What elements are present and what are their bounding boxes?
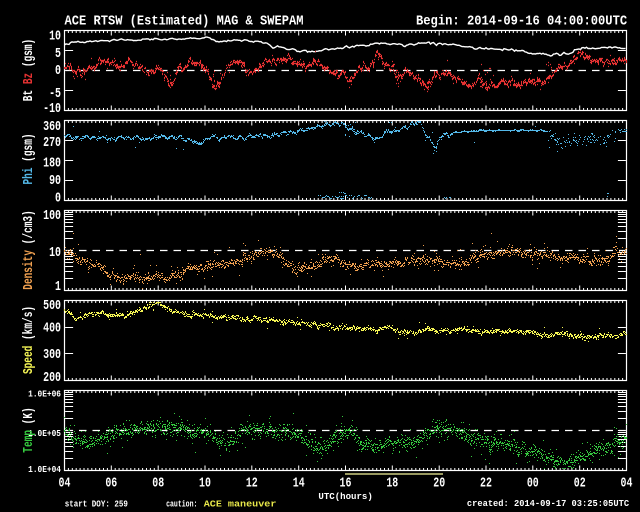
svg-text:360: 360 (43, 119, 61, 135)
svg-text:06: 06 (105, 475, 117, 491)
svg-text:300: 300 (43, 347, 61, 363)
svg-text:10: 10 (199, 475, 211, 491)
svg-text:04: 04 (59, 475, 71, 491)
svg-text:start DOY: 259: start DOY: 259 (65, 499, 128, 510)
svg-text:Speed (km/s): Speed (km/s) (22, 306, 37, 374)
svg-text:ACE maneuver: ACE maneuver (204, 499, 277, 510)
svg-text:100: 100 (43, 207, 61, 223)
svg-text:02: 02 (574, 475, 586, 491)
svg-text:ACE RTSW (Estimated) MAG & SWE: ACE RTSW (Estimated) MAG & SWEPAM (65, 13, 304, 29)
svg-text:1.0E+04: 1.0E+04 (28, 464, 61, 475)
svg-text:16: 16 (340, 475, 352, 491)
svg-text:Temp (K): Temp (K) (22, 407, 37, 452)
svg-text:90: 90 (49, 173, 61, 189)
svg-text:270: 270 (43, 134, 61, 150)
svg-text:400: 400 (43, 320, 61, 336)
svg-text:22: 22 (480, 475, 492, 491)
svg-text:180: 180 (43, 155, 61, 171)
svg-text:created: 2014-09-17 03:25:05UT: created: 2014-09-17 03:25:05UTC (467, 498, 630, 509)
svg-text:UTC(hours): UTC(hours) (318, 491, 372, 502)
svg-text:18: 18 (386, 475, 398, 491)
svg-text:14: 14 (293, 475, 305, 491)
svg-text:Phi (gsm): Phi (gsm) (22, 133, 37, 184)
svg-text:-10: -10 (43, 100, 61, 116)
svg-text:Bt Bz (gsm): Bt Bz (gsm) (22, 39, 37, 101)
svg-text:Begin: 2014-09-16 04:00:00UTC: Begin: 2014-09-16 04:00:00UTC (416, 13, 627, 29)
svg-text:-5: -5 (49, 85, 61, 101)
svg-text:08: 08 (152, 475, 164, 491)
svg-text:caution:: caution: (166, 498, 197, 510)
svg-text:20: 20 (433, 475, 445, 491)
svg-text:200: 200 (43, 370, 61, 386)
svg-text:1.0E+06: 1.0E+06 (28, 389, 61, 400)
svg-text:10: 10 (49, 28, 61, 44)
svg-text:00: 00 (527, 475, 539, 491)
svg-text:5: 5 (55, 46, 61, 62)
svg-text:10: 10 (49, 245, 61, 261)
svg-text:500: 500 (43, 297, 61, 313)
svg-text:04: 04 (621, 475, 633, 491)
svg-text:Density (/cm3): Density (/cm3) (22, 210, 37, 289)
svg-text:12: 12 (246, 475, 258, 491)
svg-text:0: 0 (55, 190, 61, 206)
svg-text:1: 1 (55, 279, 61, 295)
svg-text:1.0E+05: 1.0E+05 (28, 428, 61, 439)
svg-text:0: 0 (55, 63, 61, 79)
